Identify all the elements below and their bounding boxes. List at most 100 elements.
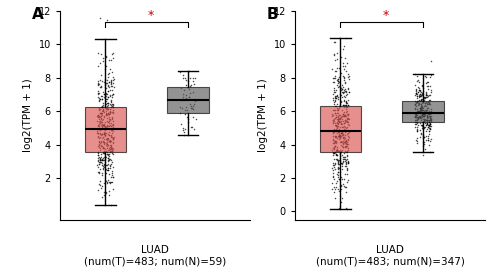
Point <box>330 162 338 166</box>
Point <box>342 105 349 109</box>
Point <box>329 171 337 175</box>
Point <box>94 119 102 123</box>
Point <box>106 109 114 114</box>
Point <box>96 114 104 118</box>
Point <box>102 126 110 131</box>
Point <box>330 168 338 172</box>
Point <box>412 87 420 91</box>
Point <box>420 111 428 116</box>
Point <box>342 100 350 105</box>
Point <box>188 106 196 110</box>
Point <box>107 84 115 88</box>
Point <box>342 114 350 118</box>
Point <box>108 148 116 153</box>
Point <box>340 125 347 129</box>
Point <box>330 58 338 62</box>
Point <box>104 112 112 116</box>
Point <box>332 139 340 143</box>
Point <box>176 105 184 109</box>
Point <box>338 83 345 88</box>
Point <box>102 157 110 161</box>
Point <box>334 107 342 111</box>
Point <box>109 152 117 157</box>
Point <box>105 118 113 123</box>
Point <box>102 149 110 153</box>
Point <box>344 77 352 81</box>
Point <box>412 111 420 116</box>
Point <box>338 183 345 187</box>
Point <box>98 184 106 188</box>
Point <box>420 110 428 114</box>
Point <box>416 88 424 92</box>
Point <box>329 96 337 100</box>
Point <box>101 83 109 87</box>
Point <box>419 114 427 118</box>
Point <box>100 158 108 162</box>
Point <box>336 116 344 121</box>
Point <box>414 99 422 103</box>
Point <box>330 120 338 125</box>
Point <box>342 100 349 104</box>
Point <box>340 67 348 71</box>
Point <box>98 120 106 124</box>
Point <box>344 74 352 78</box>
Point <box>415 94 423 99</box>
Point <box>329 131 337 136</box>
Point <box>108 115 116 119</box>
Point <box>334 153 342 157</box>
Point <box>179 76 187 80</box>
Point <box>108 137 116 141</box>
Point <box>338 153 345 157</box>
Point <box>98 136 106 140</box>
Point <box>342 64 349 69</box>
Point <box>340 114 348 118</box>
Point <box>344 109 351 113</box>
Point <box>337 199 345 204</box>
Point <box>110 92 118 96</box>
Point <box>338 85 346 89</box>
Point <box>106 117 114 121</box>
Point <box>412 138 420 142</box>
Point <box>337 100 345 105</box>
Point <box>330 151 338 155</box>
Point <box>108 102 116 106</box>
Point <box>182 92 190 97</box>
Point <box>110 85 118 90</box>
Point <box>104 139 112 143</box>
Point <box>94 134 102 139</box>
Point <box>100 144 108 149</box>
Point <box>98 94 106 98</box>
Point <box>108 111 116 115</box>
Point <box>333 124 341 128</box>
Point <box>420 109 428 113</box>
Point <box>411 118 419 122</box>
Point <box>97 111 105 115</box>
Point <box>332 96 340 100</box>
Point <box>182 105 190 110</box>
Point <box>103 123 111 127</box>
Point <box>104 158 112 162</box>
Point <box>420 125 428 129</box>
Point <box>108 146 116 151</box>
Point <box>427 114 435 118</box>
Point <box>104 83 112 87</box>
Point <box>412 91 420 96</box>
Point <box>106 164 114 169</box>
Point <box>412 91 420 95</box>
Point <box>424 98 432 102</box>
Point <box>422 92 430 96</box>
Point <box>414 100 422 105</box>
Point <box>106 88 114 92</box>
Point <box>332 181 340 186</box>
Point <box>420 106 428 110</box>
Point <box>94 165 102 169</box>
Point <box>341 81 349 85</box>
Point <box>330 130 338 134</box>
Point <box>418 112 426 116</box>
Point <box>412 90 420 95</box>
Point <box>414 125 422 129</box>
Point <box>418 106 426 110</box>
Point <box>425 102 433 106</box>
Point <box>96 111 104 115</box>
Point <box>426 127 434 131</box>
